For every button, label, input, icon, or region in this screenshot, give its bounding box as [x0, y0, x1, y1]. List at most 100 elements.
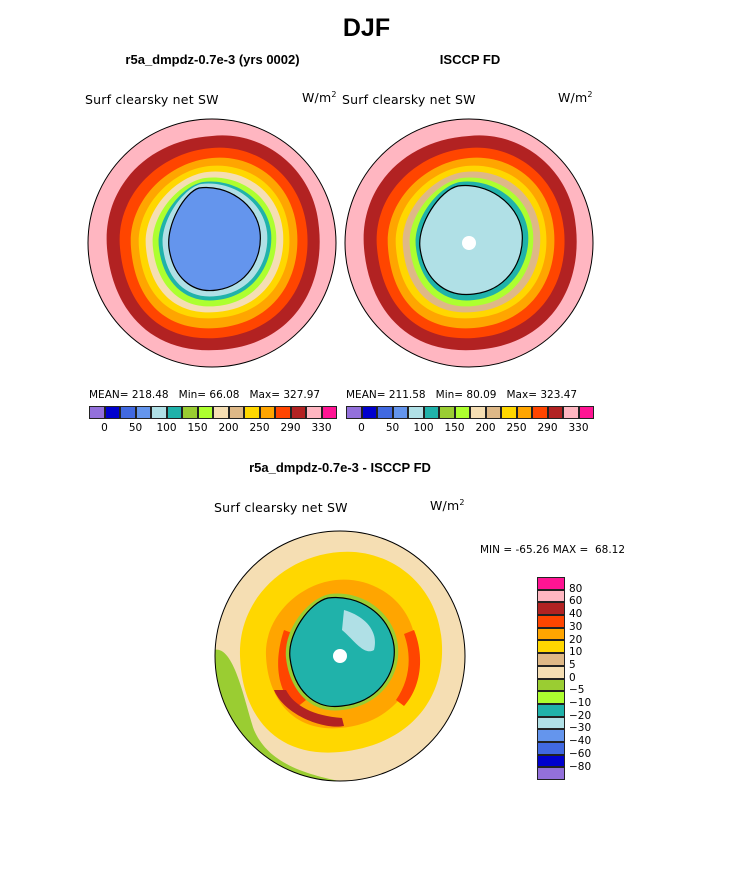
- panel2-units: W/m2: [558, 90, 593, 106]
- colorbar-tick-label: −10: [569, 697, 592, 709]
- colorbar-swatch: [346, 406, 362, 419]
- colorbar-swatch: [275, 406, 291, 419]
- colorbar-swatch: [290, 406, 306, 419]
- colorbar-tick-label: −30: [569, 722, 592, 735]
- panel1-units: W/m2: [302, 90, 337, 106]
- colorbar-swatch: [197, 406, 213, 419]
- colorbar-swatch: [361, 406, 377, 419]
- colorbar-tick-label: −5: [569, 684, 585, 697]
- colorbar-tick-label: 20: [569, 633, 583, 646]
- colorbar-tick-label: 200: [218, 422, 239, 434]
- colorbar-swatch: [423, 406, 439, 419]
- panel1-field-label: Surf clearsky net SW: [85, 92, 219, 107]
- colorbar-tick-label: 40: [569, 608, 583, 621]
- colorbar-swatch: [89, 406, 105, 419]
- colorbar-swatch: [578, 406, 594, 419]
- colorbar-tick-label: 250: [506, 422, 527, 434]
- panel2-stats: MEAN= 211.58 Min= 80.09 Max= 323.47: [346, 389, 578, 401]
- panel3-field-label: Surf clearsky net SW: [214, 500, 348, 515]
- colorbar-tick-label: −20: [569, 709, 592, 722]
- colorbar-tick-label: 330: [311, 422, 332, 434]
- panel1-title: r5a_dmpdz-0.7e-3 (yrs 0002): [125, 52, 300, 67]
- colorbar-swatch: [377, 406, 393, 419]
- panel1-colorbar: [89, 406, 337, 419]
- colorbar-tick-label: 0: [358, 422, 365, 434]
- panel2-polar-map: [344, 118, 594, 368]
- colorbar-swatch: [537, 703, 565, 717]
- colorbar-tick-label: 0: [569, 671, 576, 684]
- colorbar-swatch: [244, 406, 260, 419]
- colorbar-swatch: [439, 406, 455, 419]
- colorbar-swatch: [228, 406, 244, 419]
- colorbar-tick-label: 250: [249, 422, 270, 434]
- panel2-colorbar: [346, 406, 594, 419]
- colorbar-swatch: [537, 589, 565, 603]
- colorbar-swatch: [537, 615, 565, 628]
- colorbar-swatch: [537, 678, 565, 692]
- panel2-title: ISCCP FD: [439, 52, 501, 67]
- colorbar-swatch: [537, 754, 565, 768]
- panel1-polar-map: [87, 118, 337, 368]
- figure-title: DJF: [342, 14, 391, 42]
- colorbar-swatch: [537, 691, 565, 704]
- colorbar-tick-label: 60: [569, 595, 583, 608]
- colorbar-tick-label: 0: [101, 422, 108, 434]
- panel3-minmax: MIN = -65.26 MAX = 68.12: [480, 544, 626, 556]
- panel3-units: W/m2: [430, 498, 465, 514]
- panel3-colorbar-ticks: 80 60 40 30 20 10 5 0 −5 −10 −20 −30 −40 −60 −80: [569, 577, 609, 781]
- colorbar-tick-label: −80: [569, 760, 592, 773]
- colorbar-swatch: [537, 602, 565, 616]
- panel3-title: r5a_dmpdz-0.7e-3 - ISCCP FD: [249, 460, 431, 475]
- colorbar-tick-label: 50: [385, 422, 400, 434]
- colorbar-swatch: [501, 406, 517, 419]
- colorbar-swatch: [537, 665, 565, 679]
- colorbar-swatch: [120, 406, 136, 419]
- colorbar-tick-label: 50: [128, 422, 143, 434]
- colorbar-swatch: [306, 406, 322, 419]
- colorbar-tick-label: 10: [569, 646, 583, 659]
- colorbar-swatch: [532, 406, 548, 419]
- colorbar-tick-label: 5: [569, 658, 576, 671]
- colorbar-swatch: [259, 406, 275, 419]
- colorbar-swatch: [563, 406, 579, 419]
- colorbar-swatch: [516, 406, 532, 419]
- colorbar-swatch: [135, 406, 151, 419]
- colorbar-swatch: [537, 653, 565, 666]
- colorbar-swatch: [321, 406, 337, 419]
- panel2-field-label: Surf clearsky net SW: [342, 92, 476, 107]
- colorbar-tick-label: 330: [568, 422, 589, 434]
- colorbar-tick-label: 100: [156, 422, 177, 434]
- colorbar-tick-label: 80: [569, 582, 583, 595]
- colorbar-swatch: [104, 406, 120, 419]
- colorbar-swatch: [408, 406, 424, 419]
- colorbar-tick-label: 200: [475, 422, 496, 434]
- colorbar-swatch: [547, 406, 563, 419]
- colorbar-tick-label: 290: [280, 422, 301, 434]
- colorbar-tick-label: 150: [187, 422, 208, 434]
- colorbar-tick-label: 150: [444, 422, 465, 434]
- colorbar-swatch: [470, 406, 486, 419]
- colorbar-swatch: [213, 406, 229, 419]
- colorbar-tick-label: 100: [413, 422, 434, 434]
- colorbar-swatch: [454, 406, 470, 419]
- colorbar-swatch: [537, 627, 565, 641]
- panel1-colorbar-ticks: 0 50 100 150 200 250 290 330: [89, 422, 337, 436]
- colorbar-swatch: [537, 729, 565, 742]
- panel1-stats: MEAN= 218.48 Min= 66.08 Max= 327.97: [89, 389, 321, 401]
- colorbar-tick-label: −60: [569, 747, 592, 760]
- colorbar-swatch: [485, 406, 501, 419]
- colorbar-swatch: [537, 640, 565, 654]
- colorbar-tick-label: 30: [569, 620, 583, 633]
- colorbar-swatch: [537, 741, 565, 755]
- panel2-colorbar-ticks: 0 50 100 150 200 250 290 330: [346, 422, 594, 436]
- colorbar-swatch: [537, 577, 565, 590]
- colorbar-swatch: [537, 716, 565, 730]
- colorbar-swatch: [537, 767, 565, 780]
- colorbar-swatch: [151, 406, 167, 419]
- colorbar-tick-label: 290: [537, 422, 558, 434]
- colorbar-swatch: [392, 406, 408, 419]
- colorbar-tick-label: −40: [569, 735, 592, 748]
- colorbar-swatch: [166, 406, 182, 419]
- panel3-colorbar: [537, 577, 565, 780]
- colorbar-swatch: [182, 406, 198, 419]
